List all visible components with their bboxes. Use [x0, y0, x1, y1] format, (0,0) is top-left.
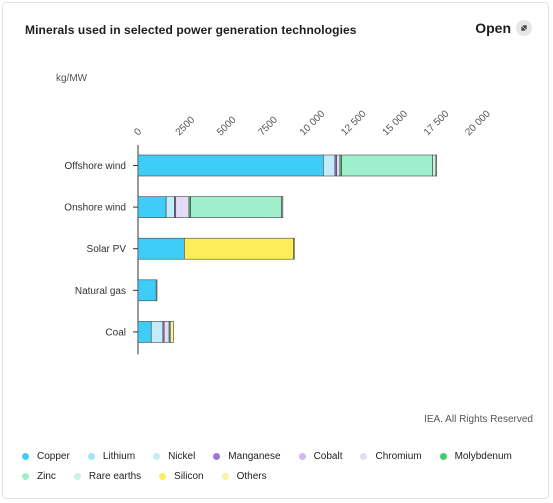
- legend-swatch: [22, 452, 29, 460]
- legend-swatch: [73, 472, 81, 480]
- legend-item-lithium[interactable]: Lithium: [87, 450, 136, 462]
- legend-label: Chromium: [375, 450, 422, 462]
- bar-segment-zinc[interactable]: [190, 196, 282, 218]
- bar-segment-nickel[interactable]: [150, 321, 164, 343]
- x-tick-label: 20 000: [463, 108, 493, 138]
- x-tick-label: 7500: [256, 114, 280, 138]
- legend-swatch: [22, 472, 29, 480]
- bar-segment-copper[interactable]: [137, 279, 157, 302]
- legend-item-silicon[interactable]: Silicon: [159, 470, 204, 482]
- bar-segment-others[interactable]: [293, 237, 295, 260]
- chart-title: Minerals used in selected power generati…: [25, 23, 357, 37]
- legend-label: Rare earths: [88, 470, 142, 482]
- legend-item-nickel[interactable]: Nickel: [153, 450, 195, 462]
- legend-swatch: [360, 452, 368, 460]
- bar-segment-others[interactable]: [169, 321, 174, 343]
- category-label: Coal: [105, 327, 126, 338]
- category-label: Solar PV: [87, 244, 127, 255]
- legend-item-chromium[interactable]: Chromium: [360, 450, 422, 462]
- bar-segment-rare-earths[interactable]: [432, 154, 437, 177]
- bar-segment-nickel[interactable]: [323, 154, 336, 177]
- legend-label: Copper: [37, 450, 70, 462]
- bar-segment-chromium[interactable]: [163, 321, 170, 343]
- legend-item-molybdenum[interactable]: Molybdenum: [439, 450, 512, 462]
- category-label: Offshore wind: [64, 161, 126, 172]
- legend-item-zinc[interactable]: Zinc: [22, 470, 56, 482]
- legend-label: Silicon: [174, 470, 204, 482]
- bar-segment-others[interactable]: [155, 279, 158, 302]
- legend-swatch: [153, 452, 161, 460]
- open-label: Open: [475, 20, 511, 36]
- x-tick-label: 12 500: [339, 108, 369, 138]
- legend-swatch: [87, 452, 95, 460]
- x-tick-label: 15 000: [381, 108, 411, 138]
- legend-item-rare-earths[interactable]: Rare earths: [73, 470, 142, 482]
- bar-segment-chromium[interactable]: [175, 196, 190, 218]
- legend-swatch: [221, 472, 229, 480]
- x-tick-label: 0: [132, 126, 144, 138]
- x-tick-label: 17 500: [422, 108, 452, 138]
- category-label: Natural gas: [75, 286, 126, 297]
- legend-label: Nickel: [168, 450, 196, 462]
- bar-segment-others[interactable]: [435, 154, 438, 177]
- legend-label: Zinc: [37, 470, 56, 482]
- legend-swatch: [159, 472, 167, 480]
- legend-swatch: [213, 452, 221, 460]
- x-tick-label: 5000: [215, 114, 239, 138]
- legend-item-cobalt[interactable]: Cobalt: [298, 450, 343, 462]
- bar-segment-silicon[interactable]: [184, 237, 294, 260]
- chart-legend: Copper Lithium Nickel Manganese Cobalt Chromi…: [22, 450, 542, 482]
- bar-segment-copper[interactable]: [137, 321, 152, 343]
- source-note: IEA. All Rights Reserved: [424, 414, 533, 425]
- legend-item-others[interactable]: Others: [221, 470, 267, 482]
- legend-swatch: [298, 452, 306, 460]
- legend-label: Lithium: [102, 450, 136, 462]
- legend-label: Molybdenum: [454, 450, 512, 462]
- legend-swatch: [439, 452, 447, 460]
- x-tick-label: 10 000: [298, 108, 328, 138]
- y-unit-label: kg/MW: [56, 73, 88, 84]
- bar-chart: kg/MW 0 2500 5000 7500 10 000 12 500 15 000 17 5…: [56, 73, 493, 355]
- bar-segment-others[interactable]: [281, 196, 284, 218]
- legend-item-manganese[interactable]: Manganese: [213, 450, 281, 462]
- bar-segment-copper[interactable]: [137, 196, 167, 218]
- open-button[interactable]: Open: [475, 20, 532, 36]
- category-label: Onshore wind: [64, 203, 126, 214]
- legend-label: Cobalt: [313, 450, 343, 462]
- bar-segment-copper[interactable]: [137, 154, 324, 177]
- external-link-icon: [516, 20, 532, 36]
- bar-segment-chromium[interactable]: [336, 154, 341, 177]
- legend-item-copper[interactable]: Copper: [22, 450, 70, 462]
- x-tick-label: 2500: [174, 114, 198, 138]
- bar-segment-copper[interactable]: [137, 237, 185, 260]
- bar-segment-zinc[interactable]: [341, 154, 433, 177]
- bar-segment-nickel[interactable]: [165, 196, 175, 218]
- legend-label: Others: [236, 470, 267, 482]
- legend-label: Manganese: [228, 450, 281, 462]
